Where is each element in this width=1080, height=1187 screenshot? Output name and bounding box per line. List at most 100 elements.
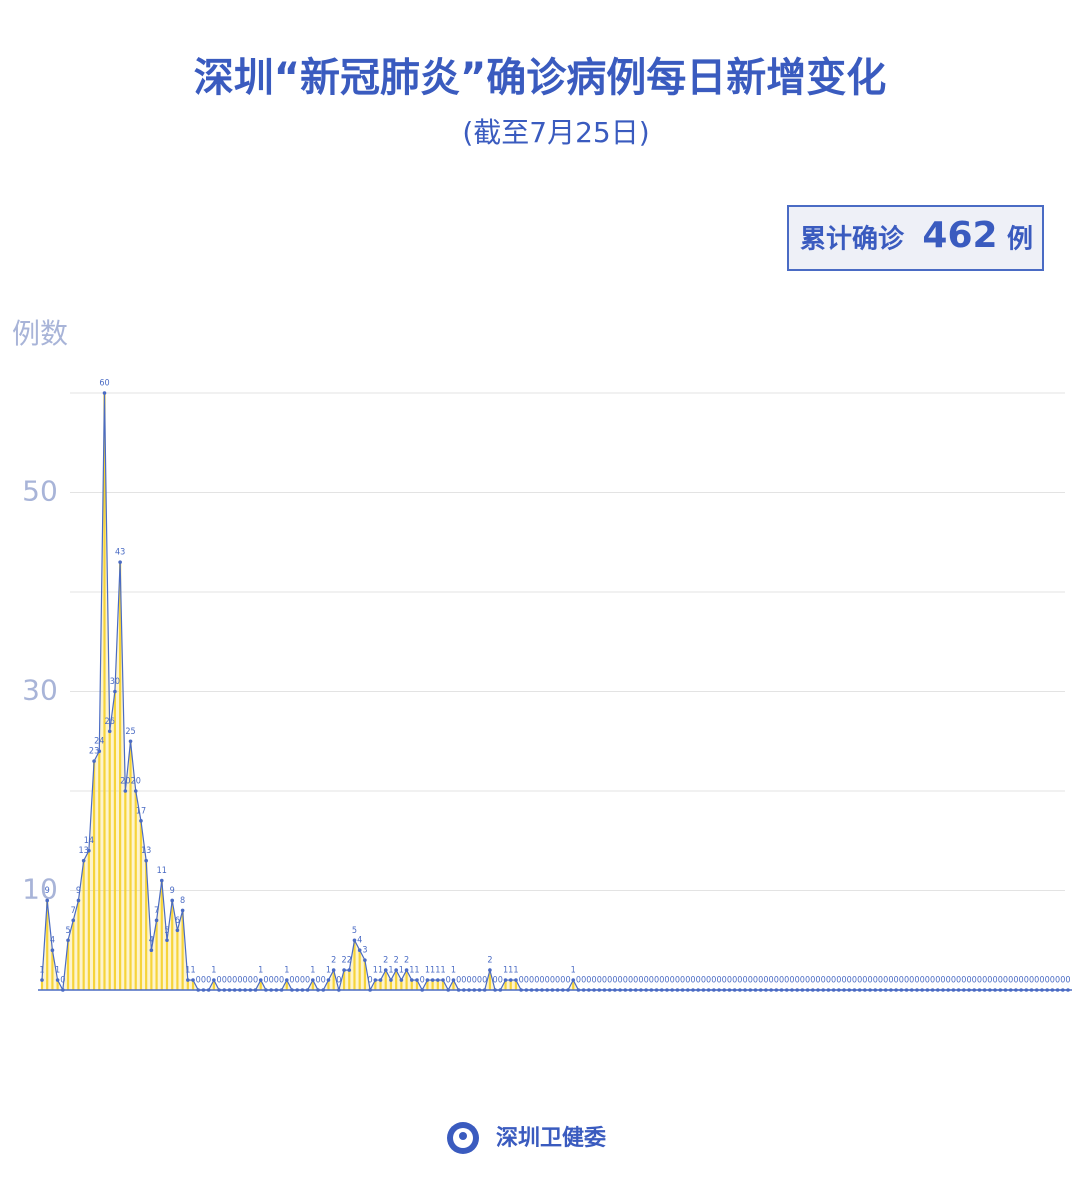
data-label: 0 bbox=[529, 976, 534, 986]
data-label: 0 bbox=[368, 976, 373, 986]
data-label: 4 bbox=[50, 936, 55, 946]
area-fill bbox=[42, 393, 1068, 990]
point bbox=[706, 988, 711, 992]
point bbox=[66, 938, 70, 943]
point bbox=[571, 978, 576, 982]
point bbox=[686, 988, 690, 992]
point bbox=[326, 978, 331, 982]
data-label: 0 bbox=[769, 976, 774, 986]
data-label: 1 bbox=[284, 966, 289, 976]
point bbox=[649, 988, 654, 992]
data-label: 2 bbox=[487, 956, 492, 966]
point bbox=[55, 978, 60, 982]
point bbox=[97, 749, 102, 753]
point bbox=[451, 978, 456, 982]
data-label: 0 bbox=[836, 976, 841, 986]
data-label: 0 bbox=[1029, 976, 1034, 986]
data-label: 0 bbox=[711, 976, 716, 986]
data-label: 2 bbox=[394, 956, 399, 966]
data-label: 1 bbox=[414, 966, 419, 976]
data-label: 1 bbox=[399, 966, 404, 976]
point bbox=[180, 908, 185, 913]
data-label: 1 bbox=[190, 966, 195, 976]
point bbox=[878, 988, 883, 992]
data-label: 0 bbox=[216, 976, 221, 986]
data-label: 0 bbox=[690, 976, 695, 986]
data-label: 0 bbox=[664, 976, 669, 986]
data-label: 0 bbox=[618, 976, 623, 986]
point bbox=[316, 988, 320, 992]
total-box bbox=[787, 205, 1044, 271]
data-label: 0 bbox=[461, 976, 466, 986]
point bbox=[602, 988, 607, 992]
point bbox=[383, 968, 388, 972]
data-label: 0 bbox=[696, 976, 701, 986]
data-label: 0 bbox=[826, 976, 831, 986]
data-label: 0 bbox=[987, 976, 992, 986]
point bbox=[904, 988, 909, 992]
data-label: 0 bbox=[930, 976, 935, 986]
point bbox=[1055, 988, 1060, 992]
point bbox=[467, 988, 471, 992]
data-label: 11 bbox=[157, 866, 167, 876]
point bbox=[993, 988, 997, 992]
data-label: 9 bbox=[170, 886, 175, 896]
data-label: 0 bbox=[862, 976, 867, 986]
data-label: 26 bbox=[105, 717, 115, 727]
data-label: 0 bbox=[701, 976, 706, 986]
point bbox=[45, 898, 50, 903]
data-label: 0 bbox=[295, 976, 300, 986]
data-label: 0 bbox=[60, 976, 65, 986]
data-label: 0 bbox=[602, 976, 607, 986]
y-tick-label: 10 bbox=[22, 873, 58, 906]
data-label: 0 bbox=[243, 976, 248, 986]
point bbox=[488, 968, 492, 972]
point bbox=[748, 988, 753, 992]
point bbox=[508, 978, 513, 982]
point bbox=[186, 978, 190, 982]
point bbox=[493, 988, 497, 992]
point bbox=[295, 988, 299, 992]
data-label: 0 bbox=[748, 976, 753, 986]
data-label: 0 bbox=[1008, 976, 1013, 986]
data-label: 0 bbox=[1045, 976, 1050, 986]
data-label: 1 bbox=[55, 966, 60, 976]
data-label: 0 bbox=[289, 976, 294, 986]
point bbox=[925, 988, 930, 992]
point bbox=[753, 988, 758, 992]
data-label: 0 bbox=[638, 976, 643, 986]
point bbox=[576, 988, 581, 992]
point bbox=[425, 978, 430, 982]
data-label: 0 bbox=[956, 976, 961, 986]
point bbox=[790, 988, 794, 992]
point bbox=[920, 988, 924, 992]
data-label: 1 bbox=[451, 966, 456, 976]
data-label: 0 bbox=[519, 976, 524, 986]
y-tick-label: 50 bbox=[22, 475, 58, 508]
point bbox=[394, 968, 398, 972]
data-label: 0 bbox=[586, 976, 591, 986]
data-label: 1 bbox=[388, 966, 393, 976]
data-label: 14 bbox=[84, 836, 94, 846]
data-label: 2 bbox=[347, 956, 352, 966]
data-label: 2 bbox=[341, 956, 346, 966]
data-label: 0 bbox=[315, 976, 320, 986]
point bbox=[149, 948, 154, 952]
point bbox=[212, 978, 216, 982]
data-label: 0 bbox=[456, 976, 461, 986]
point bbox=[1029, 988, 1034, 992]
data-label: 0 bbox=[743, 976, 748, 986]
point bbox=[982, 988, 987, 992]
point bbox=[144, 858, 148, 863]
data-label: 0 bbox=[789, 976, 794, 986]
data-label: 9 bbox=[45, 886, 50, 896]
data-label: 0 bbox=[227, 976, 232, 986]
y-tick-label: 30 bbox=[22, 674, 58, 707]
point bbox=[102, 391, 107, 395]
data-label: 0 bbox=[591, 976, 596, 986]
point bbox=[561, 988, 565, 992]
data-label: 0 bbox=[534, 976, 539, 986]
point bbox=[290, 988, 294, 992]
point bbox=[311, 978, 315, 982]
data-label: 0 bbox=[800, 976, 805, 986]
